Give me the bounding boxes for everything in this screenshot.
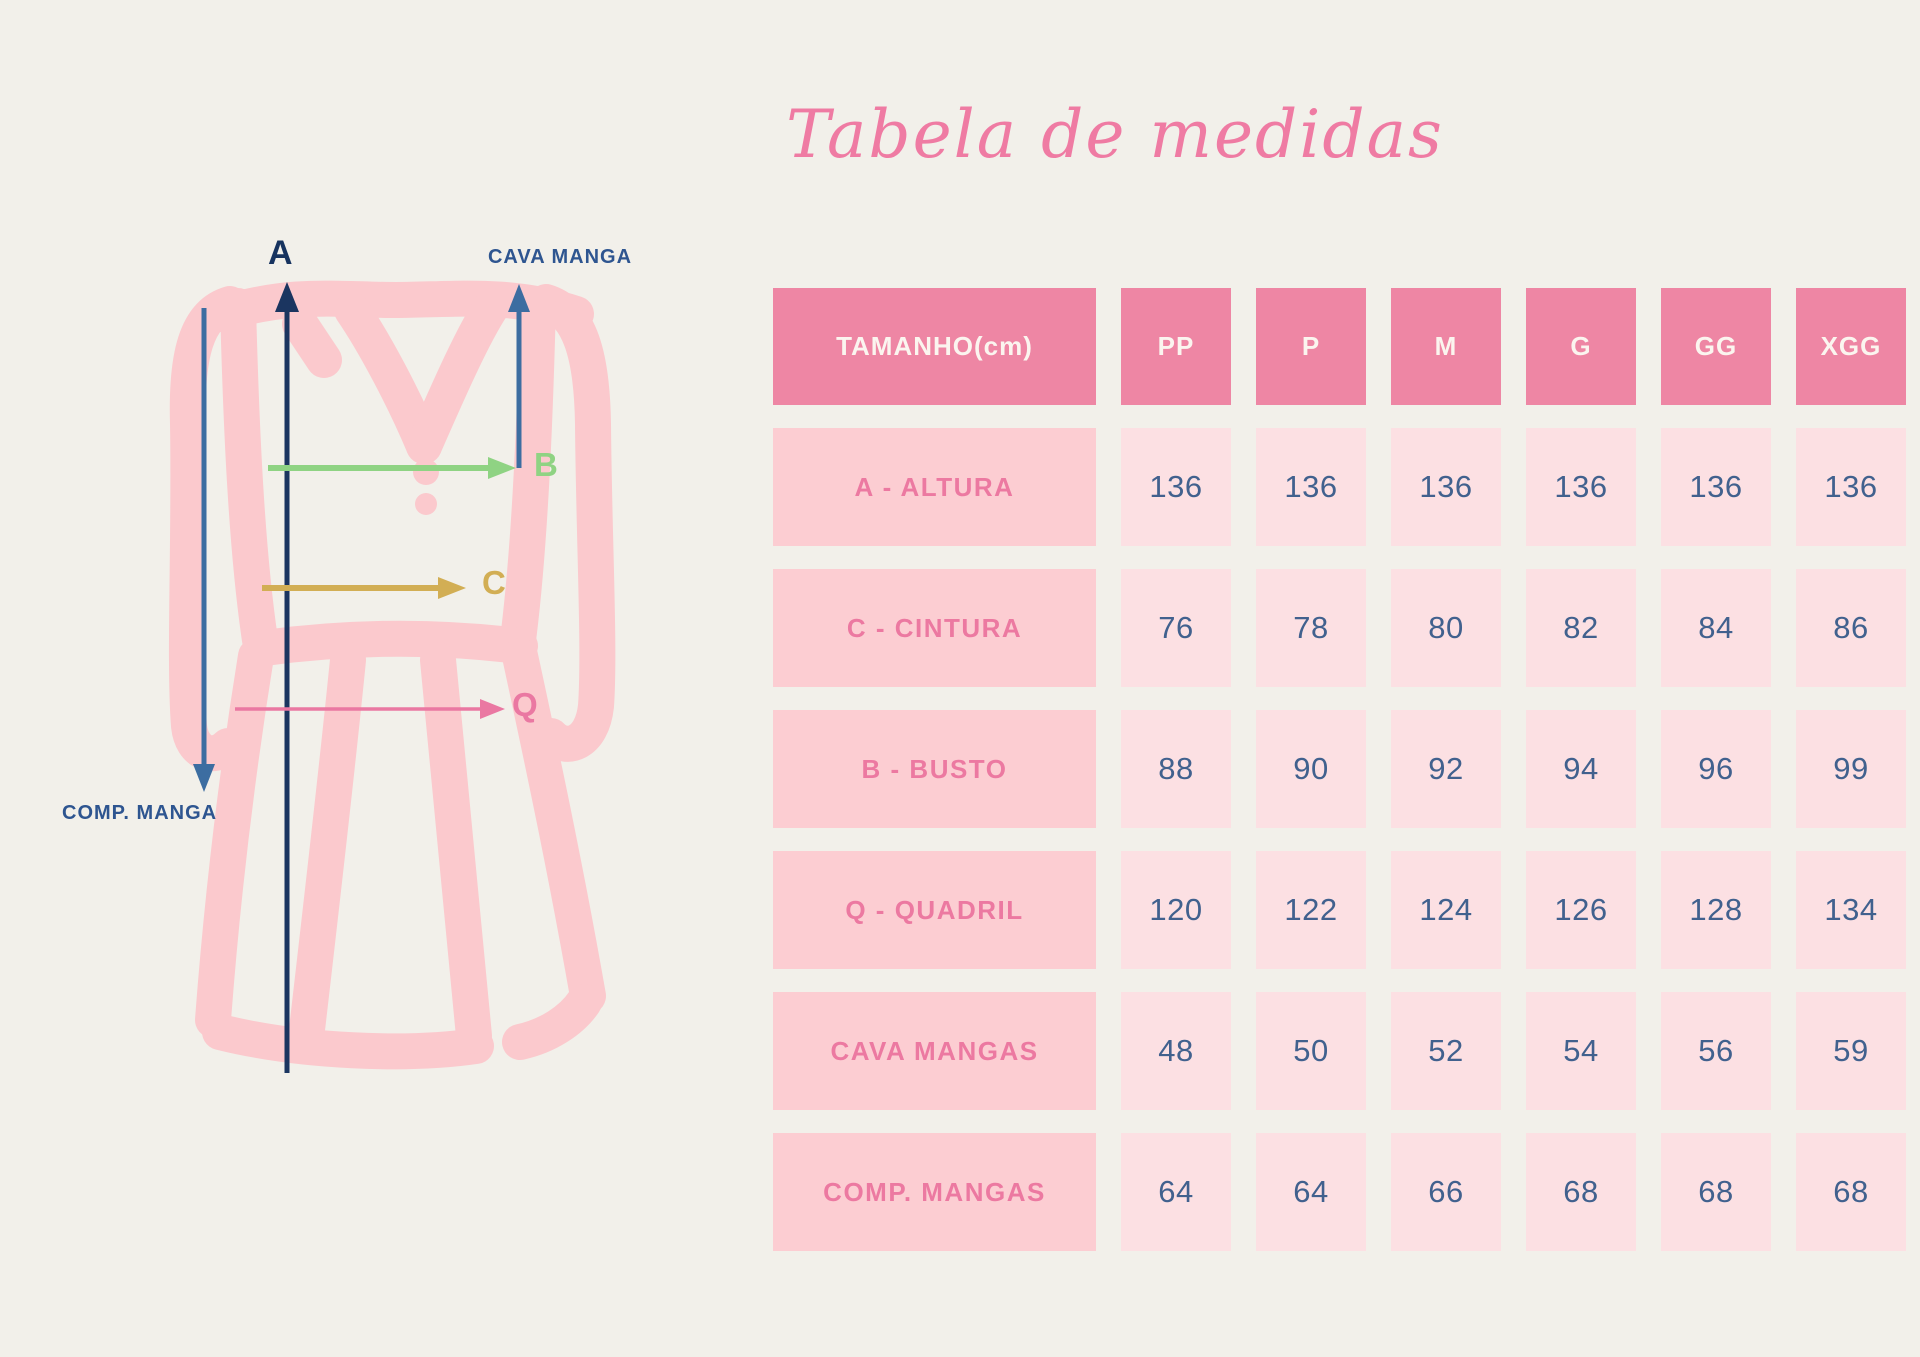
size-value: 128 (1661, 851, 1771, 969)
dress-button (413, 459, 439, 485)
dress-collar-stub (282, 306, 342, 378)
altura-arrow (275, 282, 299, 1073)
column-header-g: G (1526, 288, 1636, 405)
dress-vneck-left (334, 292, 442, 464)
busto-arrow (268, 457, 516, 479)
page-title: Tabela de medidas (786, 96, 1444, 173)
size-value: 54 (1526, 992, 1636, 1110)
dress-hem (202, 1014, 494, 1070)
size-value: 80 (1391, 569, 1501, 687)
size-value: 136 (1661, 428, 1771, 546)
size-value: 92 (1391, 710, 1501, 828)
size-value: 99 (1796, 710, 1906, 828)
dress-waistband (246, 620, 538, 666)
column-header-pp: PP (1121, 288, 1231, 405)
size-value: 50 (1256, 992, 1366, 1110)
row-label-busto: B - BUSTO (773, 710, 1096, 828)
size-value: 94 (1526, 710, 1636, 828)
size-value: 136 (1526, 428, 1636, 546)
dress-skirt-left (195, 638, 274, 1038)
size-value: 64 (1121, 1133, 1231, 1251)
size-value: 66 (1391, 1133, 1501, 1251)
dress-hem-right (502, 984, 602, 1060)
size-value: 136 (1391, 428, 1501, 546)
size-value: 136 (1256, 428, 1366, 546)
size-value: 134 (1796, 851, 1906, 969)
size-value: 84 (1661, 569, 1771, 687)
size-value: 88 (1121, 710, 1231, 828)
dress-body-right (500, 286, 556, 658)
size-value: 136 (1121, 428, 1231, 546)
row-label-quadril: Q - QUADRIL (773, 851, 1096, 969)
row-label-cava-mangas: CAVA MANGAS (773, 992, 1096, 1110)
size-value: 59 (1796, 992, 1906, 1110)
dress-right-sleeve (528, 284, 616, 762)
size-value: 64 (1256, 1133, 1366, 1251)
size-value: 76 (1121, 569, 1231, 687)
column-header-xgg: XGG (1796, 288, 1906, 405)
row-label-cintura: C - CINTURA (773, 569, 1096, 687)
comp-manga-arrow (193, 308, 215, 792)
row-label-comp-mangas: COMP. MANGAS (773, 1133, 1096, 1251)
column-header-p: P (1256, 288, 1366, 405)
dress-pleat-left (288, 642, 366, 1056)
dress-body-left (220, 288, 278, 658)
size-value: 126 (1526, 851, 1636, 969)
size-value: 82 (1526, 569, 1636, 687)
size-value: 86 (1796, 569, 1906, 687)
size-value: 96 (1661, 710, 1771, 828)
size-value: 124 (1391, 851, 1501, 969)
column-header-gg: GG (1661, 288, 1771, 405)
size-value: 68 (1526, 1133, 1636, 1251)
row-label-altura: A - ALTURA (773, 428, 1096, 546)
dress-illustration (168, 280, 616, 1070)
size-value: 78 (1256, 569, 1366, 687)
quadril-label: Q (512, 686, 538, 723)
size-value: 136 (1796, 428, 1906, 546)
size-value: 48 (1121, 992, 1231, 1110)
quadril-arrow (235, 699, 505, 719)
dress-left-sleeve (168, 286, 248, 772)
cintura-label: C (482, 564, 506, 601)
size-value: 52 (1391, 992, 1501, 1110)
dress-pleat-right (420, 642, 492, 1054)
cava-manga-label: CAVA MANGA (487, 246, 633, 268)
column-header-m: M (1391, 288, 1501, 405)
size-value: 120 (1121, 851, 1231, 969)
cava-manga-arrow (508, 284, 530, 468)
size-value: 68 (1661, 1133, 1771, 1251)
comp-manga-label: COMP. MANGA (62, 802, 218, 824)
dress-skirt-right (502, 638, 606, 1014)
size-value: 56 (1661, 992, 1771, 1110)
size-value: 68 (1796, 1133, 1906, 1251)
dress-button (415, 493, 437, 515)
cintura-arrow (262, 577, 466, 599)
size-table: TAMANHO(cm) PP P M G GG XGG A - ALTURA 1… (773, 288, 1906, 1251)
busto-label: B (534, 446, 558, 483)
size-value: 122 (1256, 851, 1366, 969)
column-header-tamanho: TAMANHO(cm) (773, 288, 1096, 405)
altura-label: A (268, 234, 293, 272)
dress-vneck-right (406, 288, 510, 464)
size-value: 90 (1256, 710, 1366, 828)
